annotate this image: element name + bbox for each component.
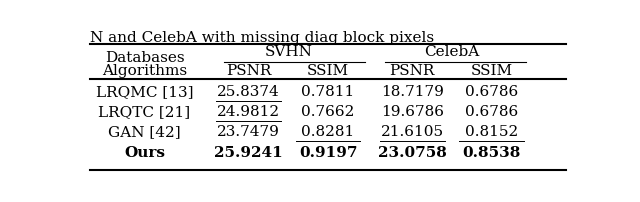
Text: 24.9812: 24.9812 xyxy=(217,105,280,119)
Text: PSNR: PSNR xyxy=(226,64,271,78)
Text: LRQTC [21]: LRQTC [21] xyxy=(99,105,191,119)
Text: GAN [42]: GAN [42] xyxy=(108,125,180,139)
Text: N and CelebA with missing diag block pixels: N and CelebA with missing diag block pix… xyxy=(90,31,434,45)
Text: 23.7479: 23.7479 xyxy=(217,125,280,139)
Text: 0.7662: 0.7662 xyxy=(301,105,355,119)
Text: SSIM: SSIM xyxy=(470,64,513,78)
Text: 23.0758: 23.0758 xyxy=(378,146,447,160)
Text: 18.7179: 18.7179 xyxy=(381,85,444,99)
Text: 0.8152: 0.8152 xyxy=(465,125,518,139)
Text: Databases: Databases xyxy=(105,51,184,65)
Text: 0.9197: 0.9197 xyxy=(299,146,357,160)
Text: 25.9241: 25.9241 xyxy=(214,146,283,160)
Text: 0.8538: 0.8538 xyxy=(463,146,521,160)
Text: SSIM: SSIM xyxy=(307,64,349,78)
Text: 21.6105: 21.6105 xyxy=(381,125,444,139)
Text: 0.6786: 0.6786 xyxy=(465,85,518,99)
Text: PSNR: PSNR xyxy=(390,64,435,78)
Text: LRQMC [13]: LRQMC [13] xyxy=(96,85,193,99)
Text: 19.6786: 19.6786 xyxy=(381,105,444,119)
Text: CelebA: CelebA xyxy=(424,45,479,59)
Text: 0.7811: 0.7811 xyxy=(301,85,355,99)
Text: SVHN: SVHN xyxy=(264,45,312,59)
Text: 0.8281: 0.8281 xyxy=(301,125,355,139)
Text: 0.6786: 0.6786 xyxy=(465,105,518,119)
Text: 25.8374: 25.8374 xyxy=(217,85,280,99)
Text: Algorithms: Algorithms xyxy=(102,64,187,78)
Text: Ours: Ours xyxy=(124,146,165,160)
